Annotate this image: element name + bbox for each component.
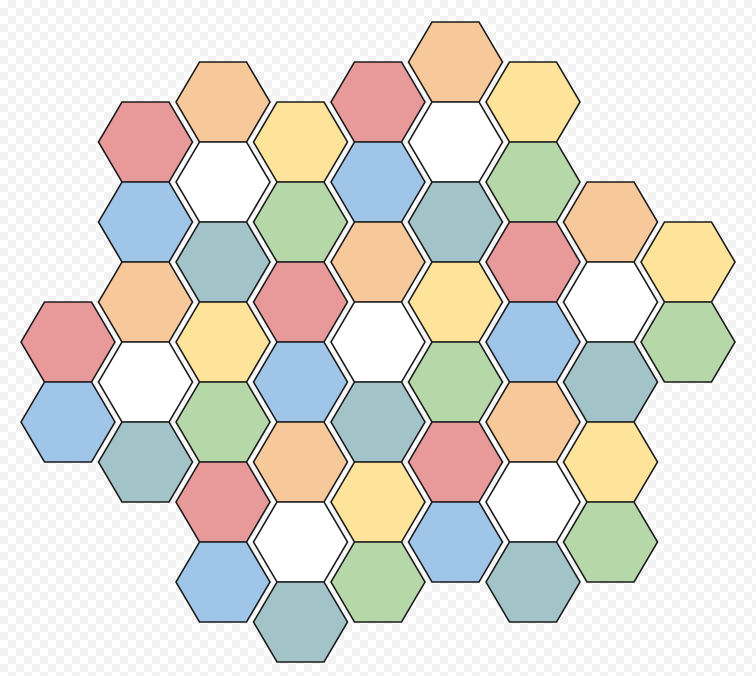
- hex-tile-white: [252, 501, 349, 583]
- hex-tile-green: [407, 341, 504, 423]
- hex-tile-red: [330, 61, 426, 143]
- hex-tile-yellow: [485, 61, 581, 143]
- hex-tile-green: [485, 141, 581, 223]
- hex-tile-red: [485, 221, 581, 303]
- hex-tile-teal: [175, 221, 271, 303]
- hex-tile-teal: [252, 581, 349, 663]
- hex-tile-orange: [407, 21, 504, 103]
- hex-tile-blue: [97, 181, 194, 263]
- hex-tile-white: [562, 261, 659, 343]
- hex-tile-blue: [175, 541, 271, 623]
- hex-tile-yellow: [562, 421, 659, 503]
- hex-tile-red: [175, 461, 271, 543]
- hex-tile-green: [562, 501, 659, 583]
- hex-tile-yellow: [640, 221, 736, 303]
- hex-tile-orange: [175, 61, 271, 143]
- hex-tile-green: [175, 381, 271, 463]
- hex-tile-green: [252, 181, 349, 263]
- hex-tile-white: [175, 141, 271, 223]
- hex-tile-teal: [562, 341, 659, 423]
- hex-tile-yellow: [407, 261, 504, 343]
- hex-tile-white: [485, 461, 581, 543]
- hex-tile-blue: [330, 141, 426, 223]
- hex-tile-teal: [485, 541, 581, 623]
- hex-tile-red: [20, 301, 116, 383]
- hex-tile-blue: [252, 341, 349, 423]
- hex-tile-orange: [562, 181, 659, 263]
- hex-tile-teal: [330, 381, 426, 463]
- hex-tile-teal: [97, 421, 194, 503]
- hex-tile-red: [252, 261, 349, 343]
- hex-tile-orange: [252, 421, 349, 503]
- hex-tile-yellow: [330, 461, 426, 543]
- hex-tile-orange: [485, 381, 581, 463]
- hex-tile-green: [330, 541, 426, 623]
- hex-tile-blue: [485, 301, 581, 383]
- hex-tile-white: [97, 341, 194, 423]
- hex-tile-red: [97, 101, 194, 183]
- hex-tile-yellow: [252, 101, 349, 183]
- hex-tile-blue: [407, 501, 504, 583]
- hex-tile-yellow: [175, 301, 271, 383]
- hex-tile-orange: [97, 261, 194, 343]
- hex-tile-white: [407, 101, 504, 183]
- hex-tile-blue: [20, 381, 116, 463]
- hex-tile-teal: [407, 181, 504, 263]
- hex-tile-green: [640, 301, 736, 383]
- hex-tile-orange: [330, 221, 426, 303]
- hex-tile-red: [407, 421, 504, 503]
- hex-tile-white: [330, 301, 426, 383]
